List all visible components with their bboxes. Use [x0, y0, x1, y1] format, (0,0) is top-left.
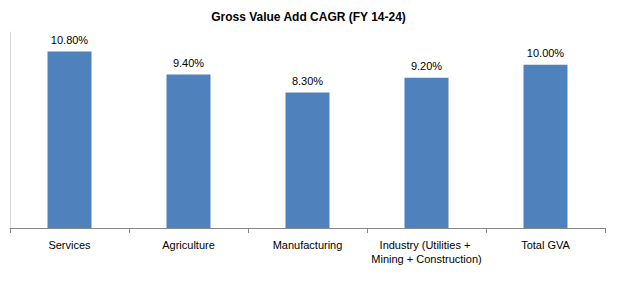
svg-text:Total GVA: Total GVA	[521, 239, 570, 251]
svg-text:10.80%: 10.80%	[51, 34, 89, 46]
svg-text:9.20%: 9.20%	[411, 60, 442, 72]
svg-text:9.40%: 9.40%	[173, 57, 204, 69]
svg-text:Industry (Utilities +: Industry (Utilities +	[380, 239, 474, 251]
svg-text:Agriculture: Agriculture	[162, 239, 215, 251]
svg-text:Manufacturing: Manufacturing	[273, 239, 343, 251]
svg-text:Services: Services	[48, 239, 91, 251]
svg-text:Mining + Construction): Mining + Construction)	[371, 253, 481, 265]
svg-text:8.30%: 8.30%	[292, 75, 323, 87]
svg-text:Gross Value Add CAGR (FY 14-24: Gross Value Add CAGR (FY 14-24)	[211, 10, 406, 24]
svg-text:10.00%: 10.00%	[527, 47, 565, 59]
